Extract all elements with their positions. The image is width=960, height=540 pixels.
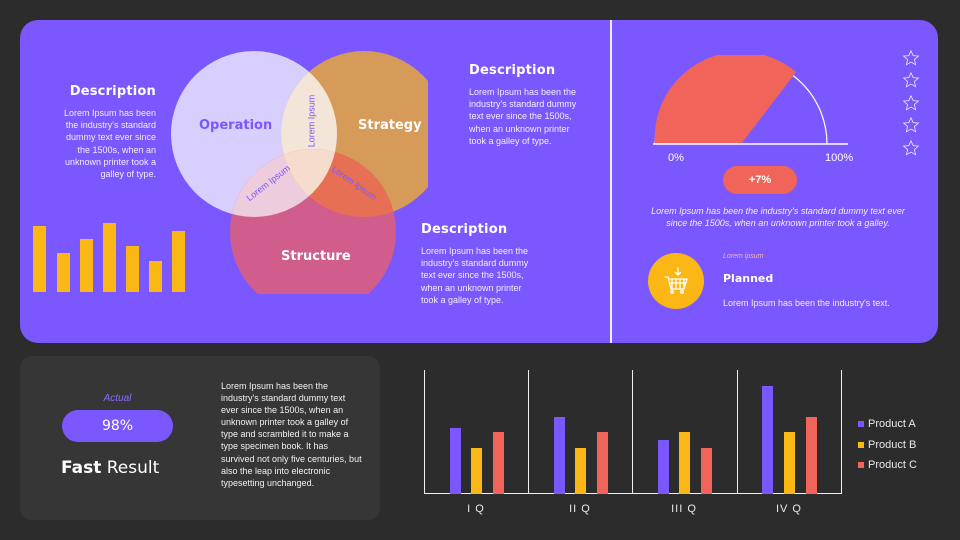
chart-axis-separator [737,370,739,494]
x-axis-label: IV Q [775,503,802,515]
bar-product-c [701,448,712,494]
x-axis-label: II Q [569,503,591,515]
legend-label: Product B [868,438,917,451]
chart-axis-separator [424,370,426,494]
fast-result-rest: Result [101,458,160,478]
gauge-note: Lorem Ipsum has been the industry's stan… [651,206,905,228]
mini-bar [80,239,93,292]
venn-label-strategy: Strategy [358,118,422,133]
venn-label-structure: Structure [281,249,351,264]
mini-bar [149,261,162,292]
result-text: Lorem Ipsum has been the industry's stan… [221,381,362,488]
legend-swatch [858,462,864,469]
x-axis-label: I Q [467,503,485,515]
mini-bar [172,231,185,292]
bar-product-a [658,440,669,494]
chart-baseline [424,493,842,495]
mini-bar [33,226,46,292]
panel-divider [610,20,612,343]
actual-label: Actual [103,393,132,404]
star-icon[interactable] [902,71,920,89]
legend-swatch [858,421,864,428]
fast-result-bold: Fast [61,458,102,478]
gauge-max-label: 100% [825,152,854,164]
quarterly-bar-chart: I Q II Q III Q IV Q [424,370,844,520]
legend-label: Product A [868,418,916,431]
chart-axis-separator [841,370,843,494]
bar-product-b [575,448,586,494]
gauge-min-label: 0% [668,152,684,164]
fast-result-title: Fast Result [61,458,159,478]
star-icon[interactable] [902,94,920,112]
legend-label: Product C [868,459,917,472]
description-bottom-right: Description Lorem Ipsum has been the ind… [421,222,533,306]
planned-text: Lorem Ipsum has been the industry's text… [723,298,890,308]
star-rating[interactable] [902,49,922,161]
bar-product-c [597,432,608,494]
mini-bar-chart [33,220,193,292]
star-icon[interactable] [902,116,920,134]
description-text: Lorem Ipsum has been the industry's stan… [63,108,156,180]
planned-title: Planned [723,272,774,285]
mini-bar [57,253,70,292]
chart-axis-separator [632,370,634,494]
venn-diagram: Operation Strategy Structure Lorem Ipsum… [158,32,428,294]
legend-item-product-a: Product A [858,414,917,435]
bar-product-b [784,432,795,494]
planned-eyebrow: Lorem ipsum [723,253,764,260]
bar-product-c [493,432,504,494]
bar-product-b [679,432,690,494]
x-axis-label: III Q [671,503,697,515]
description-left: Description Lorem Ipsum has been the ind… [52,84,156,180]
chart-axis-separator [528,370,530,494]
star-icon[interactable] [902,139,920,157]
chart-legend: Product A Product B Product C [858,414,917,476]
legend-item-product-c: Product C [858,455,917,476]
description-text: Lorem Ipsum has been the industry's stan… [469,87,577,146]
half-gauge [653,55,848,145]
bar-product-b [471,448,482,494]
legend-item-product-b: Product B [858,435,917,456]
venn-label-operation: Operation [199,118,273,133]
bar-product-a [554,417,565,494]
star-icon[interactable] [902,49,920,67]
legend-swatch [858,441,864,448]
description-top-right: Description Lorem Ipsum has been the ind… [469,63,581,147]
bar-product-c [806,417,817,494]
venn-overlap-label: Lorem Ipsum [306,94,317,148]
description-title: Description [421,222,508,237]
venn-circles [171,51,428,294]
mini-bar [126,246,139,292]
shopping-cart-icon [664,267,688,294]
mini-bar [103,223,116,292]
bar-product-a [762,386,773,494]
cart-icon-badge [648,253,704,309]
description-title: Description [69,84,156,99]
change-badge: +7% [723,166,797,194]
actual-percent-pill: 98% [62,410,173,442]
description-title: Description [469,63,556,78]
bar-product-a [450,428,461,494]
description-text: Lorem Ipsum has been the industry's stan… [421,246,529,305]
